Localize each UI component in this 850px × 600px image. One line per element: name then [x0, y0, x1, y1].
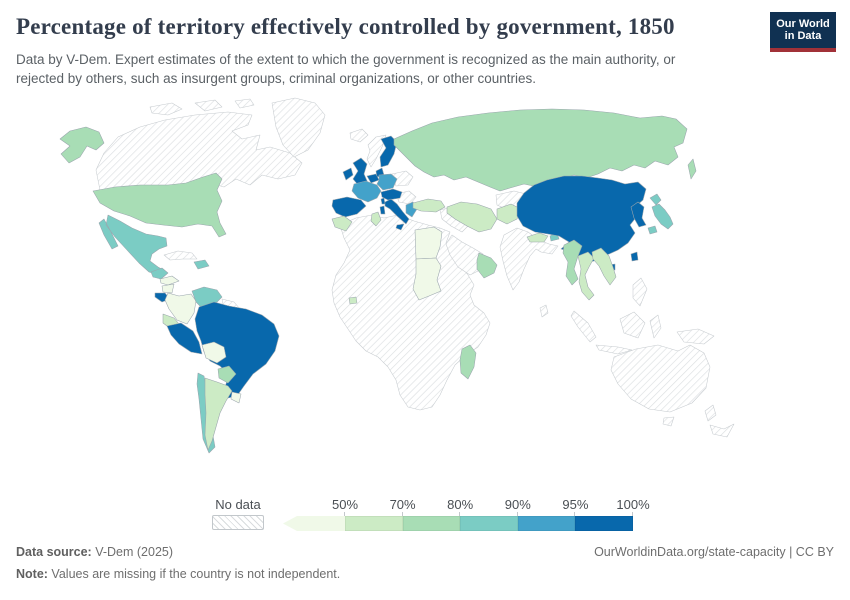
- country-alaska[interactable]: [59, 126, 105, 164]
- country-morocco[interactable]: [331, 215, 353, 232]
- country-russia[interactable]: [393, 108, 688, 192]
- legend-bin-80-90[interactable]: [460, 516, 518, 531]
- country-iceland[interactable]: [349, 128, 369, 143]
- data-source: Data source: V-Dem (2025): [16, 545, 173, 559]
- legend-bin-lt-50[interactable]: [283, 516, 345, 531]
- country-sweden[interactable]: [379, 135, 398, 168]
- country-vietnam[interactable]: [591, 247, 617, 286]
- country-argentina[interactable]: [204, 377, 233, 451]
- country-korea[interactable]: [630, 201, 647, 228]
- country-peru[interactable]: [166, 322, 203, 355]
- country-nicaragua[interactable]: [161, 283, 175, 294]
- country-myanmar[interactable]: [562, 239, 583, 286]
- country-spain-portugal[interactable]: [331, 196, 367, 218]
- country-sakhalin[interactable]: [687, 158, 697, 180]
- legend-tick-label: 90%: [504, 497, 531, 512]
- country-italy[interactable]: [379, 197, 410, 231]
- legend-tick: [459, 512, 461, 516]
- country-new-guinea[interactable]: [676, 328, 715, 345]
- country-germany[interactable]: [376, 173, 398, 191]
- country-japan[interactable]: [647, 193, 674, 235]
- legend-tick: [401, 512, 403, 516]
- owid-logo-line1: Our World: [776, 17, 830, 30]
- legend-no-data-swatch: [212, 515, 264, 530]
- owid-logo: Our World in Data: [770, 12, 836, 52]
- country-philippines[interactable]: [632, 277, 648, 307]
- country-mexico[interactable]: [98, 214, 168, 276]
- legend-tick-label: 80%: [447, 497, 474, 512]
- country-colombia[interactable]: [164, 292, 197, 325]
- country-switzerland-austria[interactable]: [380, 188, 403, 201]
- country-honduras[interactable]: [159, 275, 180, 286]
- legend-bin-95-100[interactable]: [575, 516, 633, 531]
- legend-tick: [516, 512, 518, 516]
- country-france[interactable]: [351, 180, 382, 203]
- country-paraguay[interactable]: [217, 365, 237, 384]
- legend-tick-label: 70%: [389, 497, 416, 512]
- legend-bin-70-80[interactable]: [402, 516, 461, 531]
- legend-tick-label: 50%: [331, 497, 359, 512]
- legend-bin-50-70[interactable]: [345, 516, 403, 531]
- legend-no-data-label: No data: [215, 497, 261, 512]
- country-afghanistan[interactable]: [496, 203, 522, 225]
- country-thailand[interactable]: [577, 251, 595, 301]
- country-australia[interactable]: [610, 344, 711, 427]
- country-ireland[interactable]: [342, 167, 354, 181]
- country-uruguay[interactable]: [230, 391, 242, 404]
- world-map-container: [0, 95, 850, 490]
- legend-bin-90-95[interactable]: [517, 516, 576, 531]
- country-new-zealand[interactable]: [704, 404, 735, 438]
- country-cuba[interactable]: [163, 250, 198, 261]
- note-value: Values are missing if the country is not…: [47, 567, 341, 581]
- legend-tick: [632, 512, 633, 516]
- page-title: Percentage of territory effectively cont…: [16, 14, 675, 39]
- data-source-label: Data source:: [16, 545, 92, 559]
- country-greenland[interactable]: [271, 97, 326, 158]
- legend-tick: [574, 512, 576, 516]
- owid-logo-line2: in Data: [784, 30, 822, 42]
- country-arctic-islands[interactable]: [149, 98, 255, 116]
- country-oman-yemen[interactable]: [476, 252, 498, 279]
- country-indonesia[interactable]: [570, 310, 662, 355]
- country-liberia[interactable]: [348, 296, 358, 305]
- legend-tick: [344, 512, 345, 516]
- country-guatemala[interactable]: [150, 267, 169, 280]
- chart-subtitle: Data by V-Dem. Expert estimates of the e…: [16, 52, 676, 86]
- legend-color-bar[interactable]: 50% 70% 80% 90% 95% 100%: [283, 497, 650, 531]
- country-nepal[interactable]: [526, 232, 549, 243]
- country-hispaniola[interactable]: [193, 259, 210, 270]
- world-map: [59, 97, 735, 454]
- note: Note: Values are missing if the country …: [16, 567, 340, 581]
- country-sri-lanka[interactable]: [539, 304, 549, 318]
- country-norway[interactable]: [366, 134, 387, 168]
- country-sudan[interactable]: [412, 257, 442, 301]
- country-poland-east-europe[interactable]: [391, 170, 414, 187]
- country-tunisia[interactable]: [370, 211, 382, 227]
- note-label: Note:: [16, 567, 48, 581]
- legend-tick-label: 95%: [562, 497, 589, 512]
- country-united-states[interactable]: [92, 172, 227, 238]
- country-iran[interactable]: [446, 201, 498, 233]
- data-source-value: V-Dem (2025): [91, 545, 174, 559]
- legend-no-data[interactable]: No data: [208, 497, 268, 530]
- country-bolivia[interactable]: [201, 341, 227, 364]
- owid-url-link[interactable]: OurWorldinData.org/state-capacity | CC B…: [594, 545, 834, 559]
- country-turkey[interactable]: [412, 198, 446, 213]
- legend-tick-label: 100%: [616, 497, 650, 512]
- country-arabia[interactable]: [445, 234, 484, 276]
- country-madagascar[interactable]: [459, 344, 477, 380]
